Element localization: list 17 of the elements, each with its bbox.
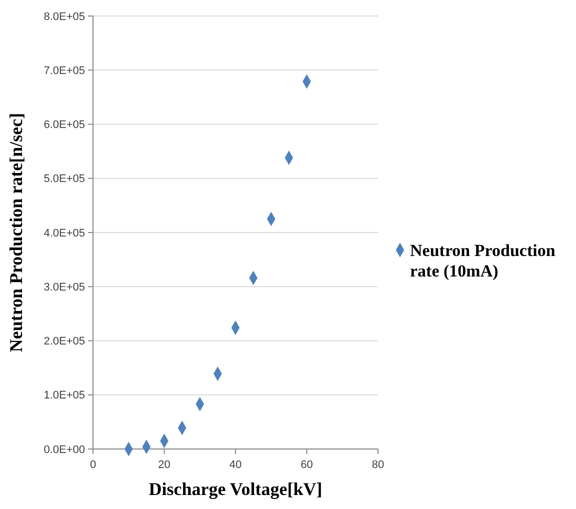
y-tick-label: 7.0E+05 xyxy=(44,64,85,77)
x-tick-label: 20 xyxy=(158,459,170,471)
y-tick-label: 1.0E+05 xyxy=(44,390,85,402)
x-tick-label: 40 xyxy=(229,459,242,471)
y-tick-label: 0.0E+00 xyxy=(44,444,85,456)
x-axis-title: Discharge Voltage[kV] xyxy=(148,479,322,499)
y-tick-label: 5.0E+05 xyxy=(44,173,85,186)
y-tick-label: 3.0E+05 xyxy=(44,281,85,294)
y-tick-label: 4.0E+05 xyxy=(44,227,85,240)
x-tick-label: 0 xyxy=(90,459,96,471)
y-tick-label: 6.0E+05 xyxy=(44,119,85,132)
y-tick-label: 2.0E+05 xyxy=(44,336,85,348)
legend-label: Neutron Production rate (10mA) xyxy=(410,240,556,280)
x-tick-label: 60 xyxy=(300,459,313,471)
y-tick-label: 8.0E+05 xyxy=(44,10,85,23)
x-tick-label: 80 xyxy=(372,459,384,471)
y-axis-title: Neutron Production rate[n/sec] xyxy=(6,112,26,352)
